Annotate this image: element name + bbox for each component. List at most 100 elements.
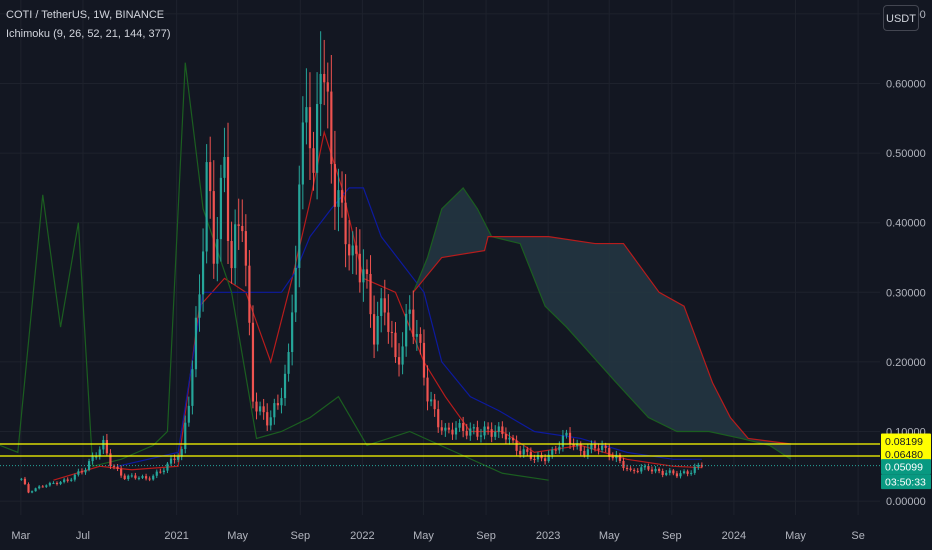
x-tick-label: Mar [11, 530, 30, 542]
cloud-area [413, 187, 791, 460]
x-tick-label: May [785, 530, 806, 542]
candle-body [52, 482, 55, 484]
candle-body [55, 482, 59, 485]
candle-body [458, 422, 461, 428]
candle-body [576, 444, 579, 447]
candle-body [344, 202, 347, 245]
y-tick-label: 0.40000 [886, 218, 926, 230]
candle-body [77, 471, 80, 475]
candle-body [390, 331, 394, 333]
candle-body [258, 406, 262, 412]
candle-body [312, 148, 315, 173]
candle-body [672, 470, 675, 474]
candle-body [511, 437, 515, 441]
candle-body [629, 468, 632, 470]
candle-body [116, 466, 119, 469]
candle-body [255, 401, 258, 412]
candle-body [248, 265, 251, 323]
candle-body [533, 458, 536, 460]
candle-body [358, 253, 361, 283]
candle-body [565, 432, 568, 436]
candle-body [180, 449, 183, 457]
candle-body [536, 455, 540, 460]
candle-body [394, 332, 397, 358]
candle-body [408, 309, 411, 314]
candle-body [640, 467, 643, 472]
candle-body [412, 309, 415, 337]
candle-body [169, 458, 173, 464]
candle-body [98, 449, 101, 457]
candle-body [650, 469, 654, 472]
candle-body [447, 427, 451, 430]
x-tick-label: Sep [662, 530, 682, 542]
candle-body [440, 427, 443, 431]
candle-body [462, 422, 465, 431]
candle-body [501, 426, 504, 435]
candle-body [162, 470, 165, 473]
candle-body [266, 412, 269, 426]
candle-body [287, 352, 290, 374]
candle-body [91, 456, 94, 462]
indicator-legend[interactable]: Ichimoku (9, 26, 52, 21, 144, 377) [6, 28, 171, 40]
candle-body [230, 241, 233, 269]
y-tick-label: 0.50000 [886, 148, 926, 160]
candle-body [330, 91, 333, 165]
candle-body [237, 224, 240, 226]
candle-body [184, 422, 187, 450]
candle-body [141, 476, 144, 478]
candle-body [123, 475, 126, 479]
candle-body [380, 298, 383, 317]
candle-body [415, 334, 418, 337]
candle-body [486, 426, 490, 430]
candle-body [700, 464, 703, 467]
candle-body [515, 440, 518, 451]
candle-body [618, 454, 622, 461]
candle-body [429, 399, 433, 402]
base-line-line [117, 187, 702, 467]
candle-body [540, 455, 543, 459]
candle-body [668, 470, 671, 473]
candle-body [187, 405, 190, 423]
candle-body [291, 312, 294, 353]
x-tick-label: Sep [476, 530, 496, 542]
candle-body [173, 458, 176, 460]
leading-span-b-line [412, 236, 792, 445]
candle-body [102, 439, 105, 450]
candle-body [63, 479, 66, 482]
x-tick-label: Se [851, 530, 864, 542]
candle-body [137, 477, 141, 479]
candle-body [490, 429, 493, 437]
candle-body [693, 466, 696, 473]
candle-body [144, 476, 148, 479]
x-tick-label: 2021 [164, 530, 188, 542]
candle-body [611, 456, 614, 459]
candle-body [66, 479, 69, 481]
candle-body [70, 479, 73, 481]
symbol-title[interactable]: COTI / TetherUS, 1W, BINANCE [6, 9, 165, 21]
candle-body [244, 231, 247, 266]
candle-body [27, 484, 30, 493]
candle-body [280, 398, 283, 406]
candle-body [298, 184, 301, 268]
candle-body [547, 454, 550, 462]
candle-body [479, 435, 483, 437]
currency-button[interactable]: USDT [883, 5, 919, 31]
candle-body [201, 251, 205, 295]
candle-body [219, 177, 222, 240]
candle-body [166, 463, 169, 471]
candle-body [351, 245, 354, 256]
candle-body [365, 269, 369, 274]
candle-body [369, 273, 372, 315]
x-tick-label: 2022 [350, 530, 374, 542]
candle-body [84, 469, 87, 473]
time-axis[interactable]: Mar Jul 2021 May Sep 2022 May Sep 2023 May Sep 2024… [0, 515, 932, 550]
candle-body [23, 478, 27, 485]
candle-body [112, 465, 116, 467]
candle-body [476, 427, 479, 437]
candle-body [625, 468, 629, 470]
candle-body [593, 444, 597, 449]
candle-body [362, 269, 365, 283]
candle-body [337, 190, 340, 207]
